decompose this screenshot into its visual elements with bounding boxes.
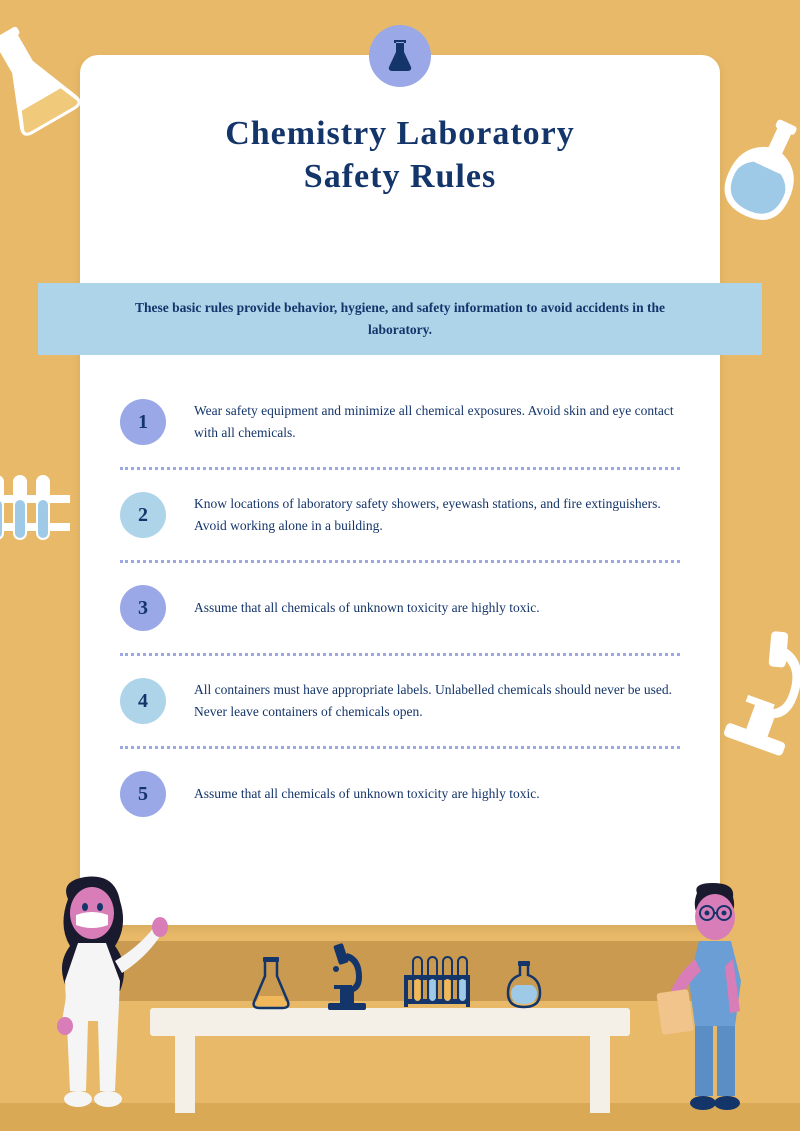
rule-text: All containers must have appropriate lab… bbox=[194, 679, 680, 724]
rule-item: 3 Assume that all chemicals of unknown to… bbox=[120, 567, 680, 649]
lab-table bbox=[150, 1008, 630, 1036]
intro-text: These basic rules provide behavior, hygi… bbox=[108, 297, 692, 340]
rule-divider bbox=[120, 746, 680, 749]
intro-banner: These basic rules provide behavior, hygi… bbox=[38, 283, 762, 355]
scientist-male bbox=[645, 881, 785, 1121]
title-line-1: Chemistry Laboratory bbox=[225, 115, 575, 152]
rule-text: Know locations of laboratory safety show… bbox=[194, 493, 680, 538]
round-flask-icon bbox=[502, 961, 546, 1011]
rule-text: Assume that all chemicals of unknown tox… bbox=[194, 783, 540, 805]
rule-number-badge: 1 bbox=[120, 399, 166, 445]
lab-equipment bbox=[250, 941, 546, 1011]
test-tubes-decoration-left bbox=[0, 455, 75, 555]
rule-item: 4 All containers must have appropriate la… bbox=[120, 660, 680, 742]
rule-item: 1 Wear safety equipment and minimize all … bbox=[120, 381, 680, 463]
microscope-icon bbox=[322, 941, 372, 1011]
rule-divider bbox=[120, 653, 680, 656]
main-card: Chemistry Laboratory Safety Rules These … bbox=[80, 55, 720, 925]
rule-item: 2 Know locations of laboratory safety sho… bbox=[120, 474, 680, 556]
rule-text: Assume that all chemicals of unknown tox… bbox=[194, 597, 540, 619]
rule-text: Wear safety equipment and minimize all c… bbox=[194, 400, 680, 445]
scientist-female bbox=[20, 871, 180, 1121]
rule-item: 5 Assume that all chemicals of unknown to… bbox=[120, 753, 680, 835]
rules-list: 1 Wear safety equipment and minimize all … bbox=[120, 381, 680, 835]
rule-divider bbox=[120, 467, 680, 470]
table-leg bbox=[590, 1033, 610, 1113]
rule-number-badge: 3 bbox=[120, 585, 166, 631]
rule-number-badge: 2 bbox=[120, 492, 166, 538]
conical-flask-icon bbox=[250, 956, 292, 1011]
rule-divider bbox=[120, 560, 680, 563]
test-tube-rack-icon bbox=[402, 949, 472, 1011]
lab-scene bbox=[0, 891, 800, 1131]
rule-number-badge: 5 bbox=[120, 771, 166, 817]
page-title: Chemistry Laboratory Safety Rules bbox=[80, 113, 720, 198]
microscope-decoration-right bbox=[710, 614, 800, 765]
rule-number-badge: 4 bbox=[120, 678, 166, 724]
flask-icon bbox=[369, 25, 431, 87]
title-line-2: Safety Rules bbox=[304, 158, 496, 195]
